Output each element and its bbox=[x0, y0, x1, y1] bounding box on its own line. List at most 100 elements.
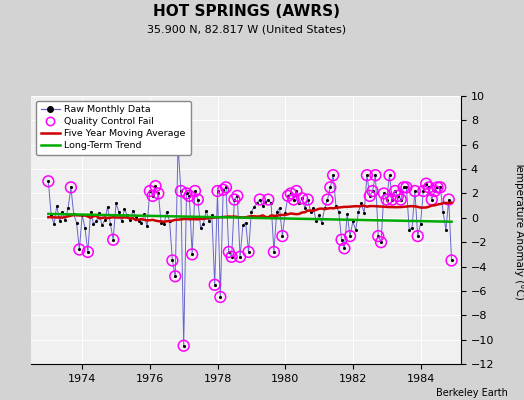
Point bbox=[436, 184, 444, 190]
Point bbox=[222, 184, 230, 190]
Point bbox=[188, 251, 196, 258]
Point bbox=[56, 218, 64, 225]
Point bbox=[388, 196, 397, 203]
Point bbox=[81, 224, 89, 231]
Point bbox=[399, 184, 408, 190]
Point bbox=[137, 220, 146, 226]
Point bbox=[196, 224, 205, 231]
Point bbox=[433, 184, 442, 190]
Point bbox=[219, 186, 227, 193]
Point bbox=[399, 184, 408, 190]
Point bbox=[222, 184, 230, 190]
Point bbox=[430, 188, 439, 194]
Point bbox=[385, 172, 394, 178]
Point bbox=[52, 202, 61, 209]
Point bbox=[272, 208, 281, 215]
Point bbox=[171, 273, 179, 280]
Point bbox=[126, 217, 134, 224]
Point bbox=[292, 188, 301, 194]
Point bbox=[430, 188, 439, 194]
Point bbox=[402, 184, 411, 190]
Point bbox=[109, 236, 117, 243]
Point bbox=[166, 218, 174, 225]
Point bbox=[439, 208, 447, 215]
Point bbox=[86, 208, 95, 215]
Point bbox=[193, 196, 202, 203]
Point bbox=[227, 254, 236, 260]
Point bbox=[182, 190, 191, 197]
Point bbox=[329, 172, 337, 178]
Y-axis label: Temperature Anomaly (°C): Temperature Anomaly (°C) bbox=[514, 160, 524, 300]
Point bbox=[394, 193, 402, 199]
Point bbox=[397, 196, 405, 203]
Point bbox=[436, 184, 444, 190]
Point bbox=[417, 221, 425, 227]
Point bbox=[363, 172, 371, 178]
Point bbox=[61, 217, 70, 224]
Point bbox=[332, 202, 340, 209]
Point bbox=[397, 196, 405, 203]
Point bbox=[185, 193, 193, 199]
Point bbox=[70, 211, 78, 217]
Point bbox=[92, 218, 101, 225]
Point bbox=[250, 204, 258, 210]
Point bbox=[385, 172, 394, 178]
Point bbox=[394, 193, 402, 199]
Point bbox=[371, 172, 379, 178]
Point bbox=[270, 249, 278, 255]
Point bbox=[154, 190, 162, 197]
Point bbox=[177, 188, 185, 194]
Point bbox=[160, 221, 168, 227]
Point bbox=[44, 178, 52, 184]
Point bbox=[366, 193, 374, 199]
Point bbox=[383, 196, 391, 203]
Point bbox=[211, 282, 219, 288]
Point bbox=[129, 207, 137, 214]
Point bbox=[247, 208, 256, 215]
Point bbox=[281, 210, 289, 216]
Point bbox=[180, 342, 188, 349]
Point bbox=[340, 245, 348, 252]
Point bbox=[182, 190, 191, 197]
Point bbox=[261, 199, 270, 205]
Point bbox=[326, 184, 334, 190]
Point bbox=[442, 227, 450, 233]
Point bbox=[428, 196, 436, 203]
Point bbox=[411, 188, 419, 194]
Point bbox=[428, 196, 436, 203]
Point bbox=[67, 184, 75, 190]
Point bbox=[134, 218, 143, 225]
Legend: Raw Monthly Data, Quality Control Fail, Five Year Moving Average, Long-Term Tren: Raw Monthly Data, Quality Control Fail, … bbox=[36, 101, 191, 155]
Point bbox=[444, 196, 453, 203]
Point bbox=[425, 184, 433, 190]
Point bbox=[174, 142, 182, 148]
Point bbox=[216, 294, 224, 300]
Point bbox=[267, 200, 275, 206]
Point bbox=[323, 196, 332, 203]
Point bbox=[112, 200, 120, 206]
Point bbox=[402, 184, 411, 190]
Point bbox=[213, 188, 222, 194]
Point bbox=[354, 208, 363, 215]
Point bbox=[411, 188, 419, 194]
Point bbox=[256, 196, 264, 203]
Point bbox=[388, 196, 397, 203]
Point bbox=[315, 212, 323, 218]
Point bbox=[284, 193, 292, 199]
Point bbox=[236, 254, 244, 260]
Text: Berkeley Earth: Berkeley Earth bbox=[436, 388, 508, 398]
Point bbox=[242, 220, 250, 226]
Point bbox=[444, 196, 453, 203]
Point bbox=[352, 227, 360, 233]
Point bbox=[318, 220, 326, 226]
Point bbox=[270, 249, 278, 255]
Point bbox=[447, 257, 456, 264]
Point bbox=[67, 184, 75, 190]
Point bbox=[171, 273, 179, 280]
Point bbox=[307, 208, 315, 215]
Point bbox=[326, 184, 334, 190]
Point bbox=[447, 257, 456, 264]
Point bbox=[244, 249, 253, 255]
Point bbox=[244, 249, 253, 255]
Point bbox=[103, 204, 112, 210]
